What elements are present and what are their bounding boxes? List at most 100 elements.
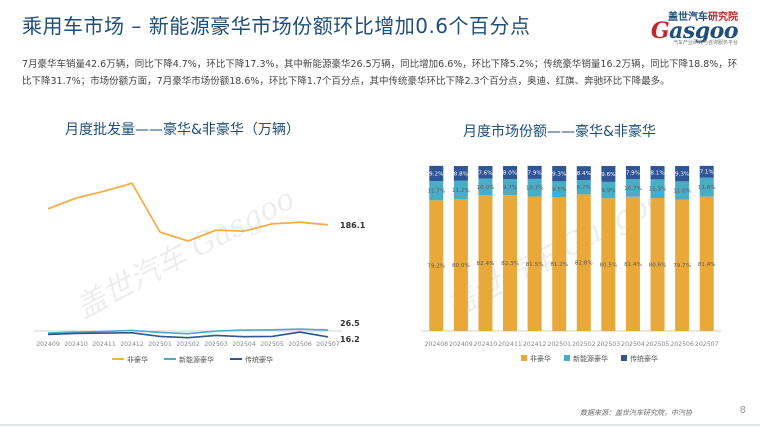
bar-legend-label: 新能源豪华 xyxy=(573,354,608,363)
bar-data-label: 11.6% xyxy=(698,185,716,191)
bar-data-label: 81.5% xyxy=(526,262,544,268)
bar-segment-1 xyxy=(576,180,591,195)
line-x-tick-label: 202501 xyxy=(148,341,172,348)
bar-segment-0 xyxy=(429,200,444,331)
bar-data-label: 10.7% xyxy=(526,186,544,192)
bar-segment-1 xyxy=(625,179,640,197)
bar-x-tick-label: 202408 xyxy=(424,341,448,348)
bar-segment-0 xyxy=(699,196,714,331)
bottom-rule xyxy=(0,424,760,426)
bar-segment-0 xyxy=(625,196,640,331)
bar-data-label: 80.6% xyxy=(649,263,667,269)
bar-data-label: 9.3% xyxy=(552,172,566,178)
bar-data-label: 82.3% xyxy=(501,261,519,267)
bar-data-label: 80.0% xyxy=(452,263,470,269)
bar-data-label: 9.3% xyxy=(675,172,689,178)
line-legend-label: 传统豪华 xyxy=(245,355,273,364)
line-end-label: 26.5 xyxy=(340,319,360,328)
bar-segment-0 xyxy=(552,197,567,331)
bar-x-tick-label: 202504 xyxy=(621,341,645,348)
bar-segment-0 xyxy=(675,199,690,331)
bar-segment-2 xyxy=(552,166,567,182)
bar-chart-title: 月度市场份额——豪华&非豪华 xyxy=(463,124,656,140)
line-x-tick-label: 202502 xyxy=(176,341,200,348)
bar-data-label: 9.9% xyxy=(601,188,615,194)
bar-legend-label: 非豪华 xyxy=(530,354,551,363)
bar-segment-2 xyxy=(453,166,468,181)
bar-segment-2 xyxy=(478,166,493,179)
line-x-tick-label: 202412 xyxy=(120,341,144,348)
logo-wordmark: Gasgoo xyxy=(650,18,739,44)
line-x-tick-label: 202507 xyxy=(316,341,340,348)
bar-data-label: 82.8% xyxy=(575,261,593,267)
bar-x-tick-label: 202505 xyxy=(646,341,670,348)
bar-data-label: 9.6% xyxy=(601,172,615,178)
bar-data-label: 8.0% xyxy=(503,171,517,177)
page-title: 乘用车市场 – 新能源豪华市场份额环比增加0.6个百分点 xyxy=(22,14,531,38)
bar-segment-1 xyxy=(699,177,714,197)
watermark: 盖世汽车 Gasgoo xyxy=(70,181,300,326)
bar-segment-0 xyxy=(650,198,665,331)
bar-segment-2 xyxy=(527,165,542,179)
bar-segment-2 xyxy=(625,166,640,180)
bar-data-label: 9.2% xyxy=(429,171,443,177)
bar-data-label: 8.8% xyxy=(454,171,468,177)
line-x-tick-label: 202411 xyxy=(92,341,116,348)
bar-x-tick-label: 202503 xyxy=(597,341,621,348)
bar-segment-0 xyxy=(478,195,493,331)
bar-x-tick-label: 202410 xyxy=(474,341,498,348)
bar-data-label: 79.2% xyxy=(427,264,445,270)
bar-segment-1 xyxy=(650,179,665,199)
bar-data-label: 79.7% xyxy=(673,263,691,269)
data-source: 数据来源：盖世汽车研究院，中汽协 xyxy=(580,409,692,417)
line-end-label: 16.2 xyxy=(340,335,360,344)
bar-data-label: 10.7% xyxy=(624,186,642,192)
bar-segment-1 xyxy=(527,178,542,197)
bar-segment-2 xyxy=(699,165,714,178)
bar-data-label: 9.5% xyxy=(552,187,566,193)
bar-segment-1 xyxy=(552,181,567,198)
bar-data-label: 11.3% xyxy=(649,187,667,193)
bar-x-tick-label: 202409 xyxy=(449,341,473,348)
bar-segment-1 xyxy=(675,181,690,200)
line-series-2 xyxy=(47,331,329,339)
line-end-label: 186.1 xyxy=(340,221,366,230)
bar-segment-1 xyxy=(478,178,493,196)
bar-data-label: 9.7% xyxy=(503,185,517,191)
bar-data-label: 8.7% xyxy=(577,185,591,191)
bar-data-label: 11.0% xyxy=(673,188,691,194)
bar-x-tick-label: 202507 xyxy=(695,341,719,348)
bar-segment-2 xyxy=(675,166,690,182)
bar-data-label: 80.5% xyxy=(599,263,617,269)
bar-segment-2 xyxy=(576,166,591,181)
bar-legend-swatch xyxy=(564,355,570,361)
bar-data-label: 7.9% xyxy=(626,171,640,177)
bar-data-label: 7.6% xyxy=(478,170,492,176)
line-chart-title: 月度批发量——豪华&非豪华（万辆） xyxy=(65,122,300,138)
bar-segment-2 xyxy=(650,166,665,180)
bar-segment-2 xyxy=(601,166,616,182)
bar-data-label: 81.4% xyxy=(698,262,716,268)
bar-segment-1 xyxy=(601,181,616,199)
line-x-tick-label: 202409 xyxy=(36,341,60,348)
bar-data-label: 81.4% xyxy=(624,262,642,268)
bar-legend-label: 传统豪华 xyxy=(630,354,658,363)
bar-x-tick-label: 202412 xyxy=(523,341,547,348)
bar-segment-2 xyxy=(503,166,518,180)
line-x-tick-label: 202506 xyxy=(288,341,312,348)
bar-legend-swatch xyxy=(521,355,527,361)
line-x-tick-label: 202505 xyxy=(260,341,284,348)
line-x-tick-label: 202410 xyxy=(64,341,88,348)
bar-data-label: 8.1% xyxy=(650,171,664,177)
bar-data-label: 10.0% xyxy=(477,185,495,191)
line-legend-label: 新能源豪华 xyxy=(179,355,214,364)
bar-segment-0 xyxy=(576,194,591,331)
bar-segment-1 xyxy=(429,181,444,201)
bar-x-tick-label: 202501 xyxy=(547,341,571,348)
line-x-tick-label: 202504 xyxy=(232,341,256,348)
gasgoo-logo: 盖世汽车研究院 Gasgoo 汽车产业研究与咨询服务平台 xyxy=(618,6,739,46)
bar-segment-2 xyxy=(429,165,444,182)
summary-text: 7月豪华车销量42.6万辆，同比下降4.7%，环比下降17.3%，其中新能源豪华… xyxy=(22,59,738,87)
bar-legend-swatch xyxy=(621,355,627,361)
